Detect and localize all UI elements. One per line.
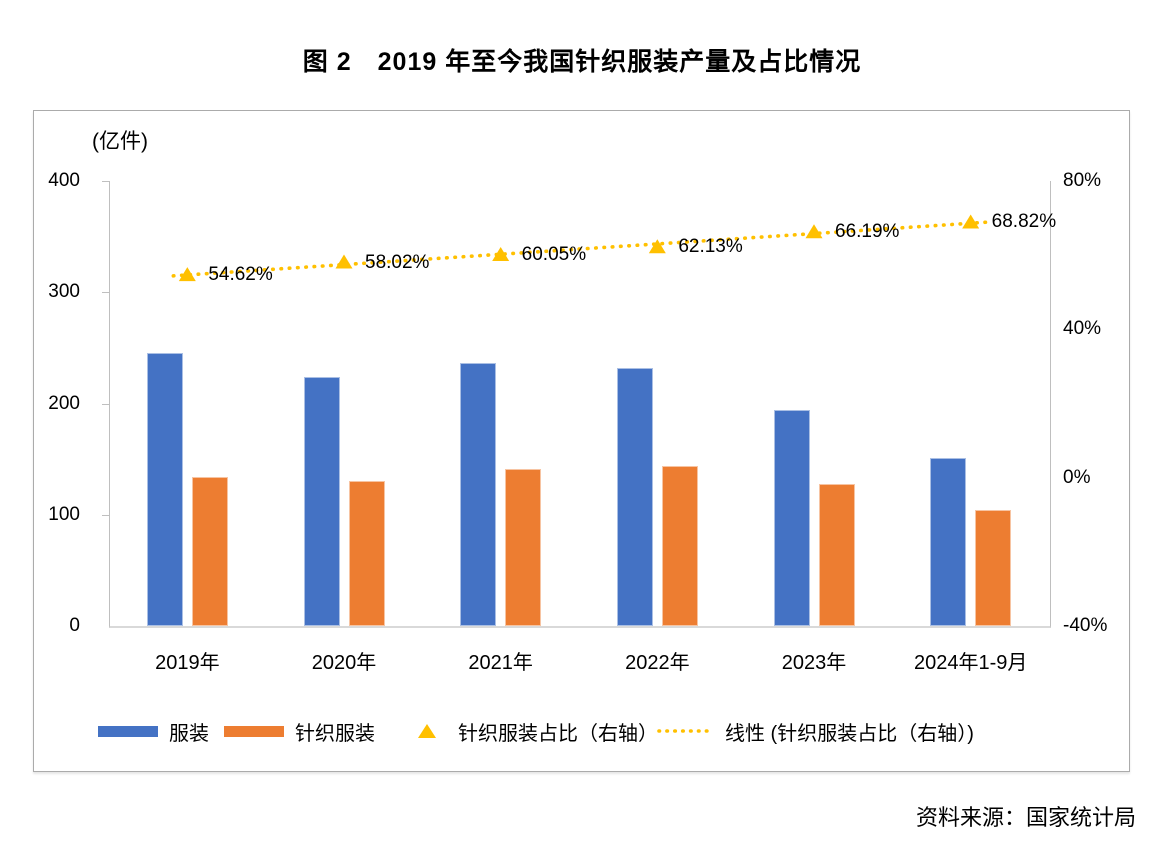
x-axis-category-label: 2021年 [468, 652, 533, 674]
data-source-note: 资料来源：国家统计局 [915, 805, 1136, 830]
ratio-marker-2020年 [335, 254, 353, 269]
legend-label-ratio: 针织服装占比（右轴） [458, 722, 658, 745]
chart-legend: 服装 针织服装 针织服装占比（右轴） 线性 (针织服装占比（右轴）) [34, 714, 1129, 748]
ratio-data-label-2024年1-9月: 68.82% [991, 211, 1057, 233]
ratio-data-label-2019年: 54.62% [208, 264, 273, 286]
right-axis-tick-label: 80% [1063, 170, 1102, 191]
ratio-marker-2021年 [492, 246, 510, 261]
legend-trendline-icon [657, 729, 713, 733]
left-axis-tick-mark [102, 181, 109, 182]
bar-服装-2019年 [146, 353, 183, 626]
ratio-marker-2023年 [805, 224, 823, 239]
bar-针织服装-2019年 [191, 476, 228, 626]
legend-item-fuzhuang: 服装 [98, 714, 209, 748]
bar-服装-2021年 [460, 363, 497, 626]
legend-label-zhenzhi: 针织服装 [295, 722, 375, 745]
ratio-marker-2024年1-9月 [962, 214, 980, 229]
left-axis-tick-mark [102, 292, 109, 294]
x-axis-category-label: 2020年 [311, 652, 377, 674]
plot-area [109, 181, 1051, 628]
bar-服装-2023年 [773, 410, 810, 626]
right-axis-tick-label: 40% [1063, 318, 1102, 340]
legend-item-ratio: 针织服装占比（右轴） [418, 714, 658, 748]
legend-label-trendline: 线性 (针织服装占比（右轴）) [725, 722, 974, 745]
legend-item-trendline: 线性 (针织服装占比（右轴）) [656, 714, 974, 748]
ratio-data-label-2022年: 62.13% [678, 236, 743, 258]
legend-label-fuzhuang: 服装 [169, 722, 209, 745]
x-axis-category-label: 2024年1-9月 [913, 652, 1028, 674]
bar-服装-2022年 [616, 367, 653, 626]
left-axis-unit-label: (亿件) [92, 130, 148, 153]
ratio-data-label-2020年: 58.02% [365, 251, 430, 273]
legend-swatch-bar-fuzhuang [98, 725, 158, 737]
left-axis-tick-label: 300 [48, 281, 80, 303]
left-axis-tick-mark [102, 514, 109, 516]
bar-针织服装-2023年 [818, 483, 855, 626]
left-axis-tick-label: 100 [48, 503, 80, 525]
ratio-data-label-2023年: 66.19% [835, 221, 900, 243]
bar-服装-2024年1-9月 [930, 458, 967, 626]
right-axis-tick-label: -40% [1063, 615, 1108, 636]
bar-针织服装-2022年 [661, 465, 698, 626]
bar-针织服装-2024年1-9月 [975, 510, 1012, 626]
x-axis-category-label: 2023年 [781, 652, 847, 674]
bar-针织服装-2020年 [348, 481, 385, 626]
x-axis-category-label: 2019年 [155, 652, 220, 674]
left-axis-tick-label: 400 [48, 170, 80, 191]
bar-针织服装-2021年 [505, 469, 542, 626]
figure-title: 图 2 2019 年至今我国针织服装产量及占比情况 [302, 48, 862, 76]
ratio-data-label-2021年: 60.05% [521, 243, 587, 265]
left-axis-tick-mark [102, 403, 109, 405]
x-axis-category-label: 2022年 [625, 652, 690, 674]
bar-服装-2020年 [303, 376, 340, 626]
right-axis-tick-label: 0% [1063, 466, 1091, 488]
trendline [171, 220, 991, 278]
ratio-marker-2022年 [648, 239, 666, 254]
ratio-marker-2019年 [178, 267, 196, 282]
left-axis-tick-label: 0 [69, 615, 80, 636]
left-axis-tick-label: 200 [48, 392, 80, 414]
chart-canvas: (亿件) 服装 针织服装 针织服装占比（右轴） 线性 (针织服装占比（右轴）) … [33, 110, 1130, 772]
ratio-series-overlay [171, 214, 991, 282]
legend-item-zhenzhi: 针织服装 [224, 714, 375, 748]
legend-triangle-icon [418, 724, 436, 738]
legend-swatch-bar-zhenzhi [224, 725, 284, 737]
